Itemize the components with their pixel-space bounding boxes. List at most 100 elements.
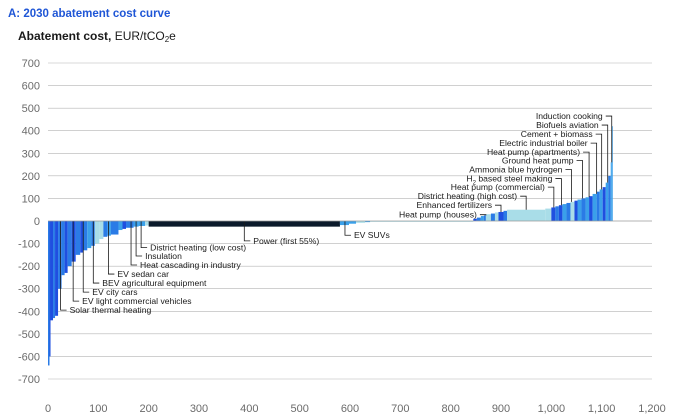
annotation-leader: [72, 221, 80, 302]
x-tick-label: 600: [341, 403, 359, 415]
annotation-label: EV sedan car: [117, 269, 169, 279]
cost-bar: [545, 208, 552, 221]
annotation-leader: [92, 221, 100, 284]
annotation-leader: [60, 221, 67, 311]
y-axis-title: Abatement cost, EUR/tCO2e: [18, 29, 176, 44]
annotation-label: Heat cascading in industry: [140, 260, 241, 270]
y-tick-label: 700: [22, 58, 40, 70]
y-tick-label: 500: [22, 103, 40, 115]
annotation-leader: [565, 169, 572, 202]
cost-bar: [570, 201, 575, 221]
cost-bar: [99, 221, 104, 240]
y-tick-label: -300: [18, 284, 40, 296]
cost-bar: [145, 221, 149, 226]
chart-panel-title: A: 2030 abatement cost curve: [8, 8, 171, 20]
annotation-label: Solar thermal heating: [70, 305, 152, 315]
y-tick-label: -100: [18, 239, 40, 251]
annotation-label: EV SUVs: [354, 230, 390, 240]
cost-bar: [589, 196, 593, 221]
annotation-leader: [590, 142, 598, 194]
annotation-label: H2 based steel making: [466, 174, 552, 187]
y-tick-label: 0: [34, 216, 40, 228]
cost-bar: [610, 162, 612, 221]
cost-bar: [494, 212, 499, 221]
cost-bar: [55, 221, 59, 316]
y-tick-label: 100: [22, 193, 40, 205]
cost-bar: [555, 206, 559, 221]
cost-bar: [71, 221, 76, 262]
cost-bar: [480, 216, 484, 221]
annotation-label: Ammonia blue hydrogen: [469, 165, 562, 175]
x-tick-label: 1,200: [638, 403, 666, 415]
cost-bar: [103, 221, 108, 237]
annotation-leader: [555, 178, 562, 206]
annotation-label: District heating (low cost): [150, 243, 246, 253]
annotation-label: Induction cooking: [536, 111, 603, 121]
annotation-label: EV city cars: [92, 287, 137, 297]
y-tick-label: 300: [22, 148, 40, 160]
y-tick-label: -200: [18, 261, 40, 273]
y-tick-label: 400: [22, 126, 40, 138]
cost-bar: [75, 221, 81, 255]
cost-bar: [83, 221, 88, 251]
cost-bar: [503, 210, 508, 221]
y-tick-label: -500: [18, 329, 40, 341]
x-tick-label: 800: [441, 403, 459, 415]
y-axis-unit: EUR/tCO2e: [114, 29, 176, 44]
cost-bar: [596, 191, 600, 221]
cost-bar: [605, 182, 609, 221]
x-tick-label: 500: [290, 403, 308, 415]
annotation-label: Heat pump (apartments): [487, 147, 580, 157]
cost-bar: [356, 221, 366, 223]
x-tick-label: 400: [240, 403, 258, 415]
annotation-leader: [130, 221, 138, 266]
annotation-leader: [520, 195, 527, 210]
x-tick-label: 900: [492, 403, 510, 415]
x-tick-label: 1,000: [538, 403, 566, 415]
cost-bar: [611, 126, 613, 221]
cost-bar: [126, 221, 134, 228]
x-tick-label: 0: [45, 403, 51, 415]
cost-bar: [138, 221, 146, 226]
annotation-label: Heat pump (houses): [399, 210, 477, 220]
cost-bar: [507, 209, 546, 221]
cost-bar: [339, 221, 349, 226]
cost-bar: [58, 221, 62, 289]
cost-bar: [498, 211, 504, 221]
cost-bar: [64, 221, 68, 273]
x-tick-label: 300: [190, 403, 208, 415]
x-tick-label: 1,100: [588, 403, 616, 415]
annotation-label: BEV agricultural equipment: [102, 278, 207, 288]
annotation-leader: [344, 221, 351, 236]
cost-bar: [80, 221, 84, 253]
cost-bar: [485, 214, 491, 221]
cost-bar: [118, 221, 123, 231]
annotation-leader: [479, 214, 487, 216]
annotation-leader: [605, 115, 613, 163]
cost-bar: [122, 221, 127, 229]
cost-bar: [585, 197, 590, 221]
cost-bar: [592, 193, 597, 221]
cost-bar: [348, 221, 357, 224]
cost-bar: [50, 221, 54, 321]
cost-bar: [53, 221, 56, 319]
annotation-label: Power (first 55%): [253, 236, 319, 246]
cost-bar: [473, 218, 477, 221]
cost-bar: [87, 221, 92, 249]
annotation-leader: [547, 186, 555, 208]
x-tick-label: 100: [89, 403, 107, 415]
y-axis-title-bold: Abatement cost,: [18, 29, 112, 43]
cost-bar: [577, 199, 582, 221]
x-tick-label: 200: [139, 403, 157, 415]
annotation-leader-lines: [60, 115, 613, 311]
x-axis-ticks: 0 100 200 300 400 500 600 700 800 900 1,000 1,100 1,…: [45, 403, 666, 415]
cost-bar: [581, 198, 586, 221]
cost-bar: [599, 189, 603, 221]
y-tick-label: -400: [18, 306, 40, 318]
cost-bar: [551, 207, 556, 221]
annotation-leader: [595, 133, 603, 190]
annotation-leader: [140, 221, 148, 249]
annotation-leader: [495, 204, 502, 212]
annotation-leader: [243, 221, 251, 242]
